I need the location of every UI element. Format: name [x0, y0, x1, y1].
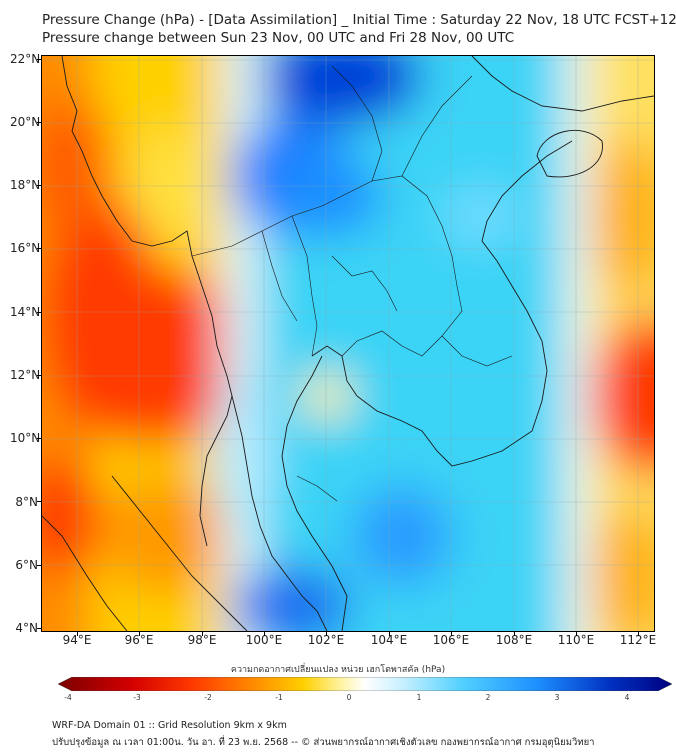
lat-label: 14°N [10, 305, 41, 319]
lat-tick [37, 248, 41, 249]
colorbar-tick: 2 [485, 693, 491, 702]
lon-label: 100°E [245, 633, 283, 647]
lat-label: 10°N [10, 431, 41, 445]
lon-label: 110°E [557, 633, 595, 647]
lon-tick [576, 632, 577, 636]
borders [191, 65, 513, 502]
lon-tick [202, 632, 203, 636]
pressure-change-map [41, 55, 655, 632]
lon-label: 108°E [495, 633, 533, 647]
graticule [42, 56, 654, 631]
lat-label: 16°N [10, 241, 41, 255]
lon-label: 112°E [619, 633, 657, 647]
lon-label: 98°E [187, 633, 217, 647]
lon-label: 96°E [124, 633, 154, 647]
lat-label: 8°N [15, 495, 38, 509]
colorbar [58, 677, 672, 691]
lat-label: 22°N [10, 52, 41, 66]
lon-tick [326, 632, 327, 636]
colorbar-tick: 4 [624, 693, 630, 702]
coastlines [42, 56, 654, 631]
lon-label: 104°E [370, 633, 408, 647]
lat-tick [37, 375, 41, 376]
lon-tick [451, 632, 452, 636]
lon-tick [514, 632, 515, 636]
lat-label: 6°N [15, 558, 38, 572]
lat-label: 4°N [15, 621, 38, 635]
lat-tick [37, 122, 41, 123]
colorbar-tick: -4 [64, 693, 72, 702]
colorbar-tick: -3 [133, 693, 141, 702]
lat-tick [37, 565, 41, 566]
lon-label: 94°E [62, 633, 92, 647]
lon-label: 106°E [432, 633, 470, 647]
colorbar-tick: 3 [554, 693, 560, 702]
map-canvas [42, 56, 654, 631]
lat-label: 20°N [10, 115, 41, 129]
lon-tick [638, 632, 639, 636]
lat-tick [37, 628, 41, 629]
colorbar-tick: -1 [275, 693, 283, 702]
lon-tick [389, 632, 390, 636]
pressure-field [42, 56, 654, 631]
lon-tick [264, 632, 265, 636]
lat-label: 18°N [10, 178, 41, 192]
lat-tick [37, 185, 41, 186]
chart-title: Pressure Change (hPa) - [Data Assimilati… [42, 12, 676, 28]
chart-subtitle: Pressure change between Sun 23 Nov, 00 U… [42, 30, 515, 46]
lat-tick [37, 438, 41, 439]
lon-tick [139, 632, 140, 636]
lat-tick [37, 59, 41, 60]
lat-tick [37, 501, 41, 502]
lon-tick [77, 632, 78, 636]
lon-label: 102°E [307, 633, 345, 647]
lat-label: 12°N [10, 368, 41, 382]
footer-model-info: WRF-DA Domain 01 :: Grid Resolution 9km … [52, 720, 287, 731]
colorbar-tick: 1 [416, 693, 422, 702]
colorbar-tick: 0 [346, 693, 352, 702]
lat-tick [37, 312, 41, 313]
colorbar-tick: -2 [204, 693, 212, 702]
footer-update-info: ปรับปรุงข้อมูล ณ เวลา 01:00น. วัน อา. ที… [52, 737, 595, 748]
colorbar-title: ความกดอากาศเปลี่ยนแปลง หน่วย เฮกโตพาสคัล… [230, 665, 446, 675]
